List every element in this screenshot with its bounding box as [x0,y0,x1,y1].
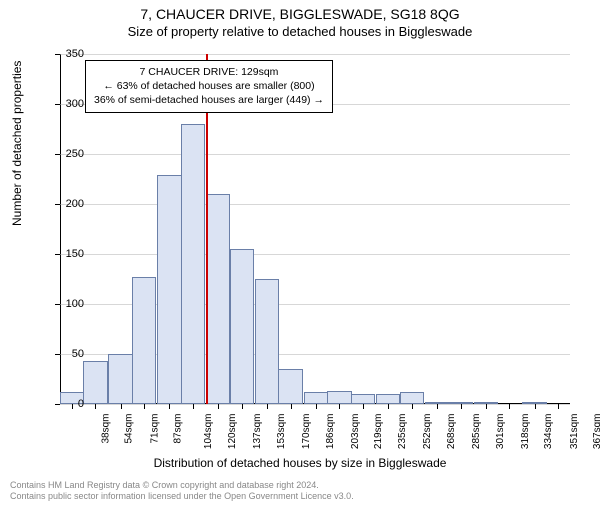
x-tick-mark [316,404,317,409]
x-tick-mark [121,404,122,409]
histogram-bar [83,361,107,404]
histogram-bar [230,249,254,404]
x-tick-mark [339,404,340,409]
histogram-bar [351,394,375,404]
x-tick-mark [558,404,559,409]
y-tick-label: 150 [44,248,84,260]
x-tick-mark [486,404,487,409]
grid-line [60,254,570,255]
y-tick-label: 200 [44,198,84,210]
grid-line [60,204,570,205]
x-tick-label: 137sqm [252,414,263,450]
x-tick-mark [437,404,438,409]
y-axis-label: Number of detached properties [10,61,24,226]
x-tick-label: 104sqm [203,414,214,450]
y-tick-label: 300 [44,98,84,110]
annotation-line: 7 CHAUCER DRIVE: 129sqm [94,65,324,79]
plot-area: 7 CHAUCER DRIVE: 129sqm← 63% of detached… [60,54,570,404]
x-tick-label: 235sqm [397,414,408,450]
histogram-bar [255,279,279,404]
x-tick-label: 318sqm [520,414,531,450]
x-tick-mark [412,404,413,409]
x-tick-mark [363,404,364,409]
y-tick-label: 350 [44,48,84,60]
x-tick-region: 38sqm 54sqm 71sqm 87sqm 104sqm 120sqm 137sqm 15… [60,404,570,454]
x-tick-label: 38sqm [100,414,111,444]
footer-line-1: Contains HM Land Registry data © Crown c… [10,480,354,491]
x-tick-mark [144,404,145,409]
histogram-bar [108,354,132,404]
x-tick-mark [291,404,292,409]
x-tick-label: 87sqm [173,414,184,444]
histogram-bar [206,194,230,404]
x-tick-mark [267,404,268,409]
x-tick-label: 252sqm [422,414,433,450]
histogram-bar [181,124,205,404]
x-tick-label: 120sqm [227,414,238,450]
chart-subtitle: Size of property relative to detached ho… [0,24,600,39]
x-tick-label: 285sqm [471,414,482,450]
x-tick-label: 334sqm [543,414,554,450]
y-tick-label: 50 [44,348,84,360]
x-tick-label: 170sqm [301,414,312,450]
x-tick-mark [509,404,510,409]
histogram-bar [278,369,302,404]
y-tick-label: 250 [44,148,84,160]
x-tick-label: 153sqm [276,414,287,450]
histogram-bar [376,394,400,404]
footer-line-2: Contains public sector information licen… [10,491,354,502]
x-tick-label: 367sqm [592,414,600,450]
chart-container: 7, CHAUCER DRIVE, BIGGLESWADE, SG18 8QG … [0,6,600,506]
x-tick-label: 54sqm [124,414,135,444]
histogram-bar [132,277,156,404]
x-axis-label: Distribution of detached houses by size … [0,456,600,470]
histogram-bar [400,392,424,404]
chart-address-title: 7, CHAUCER DRIVE, BIGGLESWADE, SG18 8QG [0,6,600,22]
x-tick-label: 71sqm [149,414,160,444]
x-tick-label: 351sqm [569,414,580,450]
x-tick-label: 219sqm [373,414,384,450]
x-tick-mark [169,404,170,409]
x-tick-mark [218,404,219,409]
histogram-bar [327,391,351,404]
y-tick-label: 100 [44,298,84,310]
x-tick-mark [535,404,536,409]
footer-attribution: Contains HM Land Registry data © Crown c… [10,480,354,503]
annotation-line: 36% of semi-detached houses are larger (… [94,93,324,107]
x-tick-mark [461,404,462,409]
x-tick-mark [388,404,389,409]
y-tick-label: 0 [44,398,84,410]
x-tick-label: 186sqm [325,414,336,450]
annotation-line: ← 63% of detached houses are smaller (80… [94,79,324,93]
grid-line [60,54,570,55]
x-tick-label: 268sqm [446,414,457,450]
annotation-box: 7 CHAUCER DRIVE: 129sqm← 63% of detached… [85,60,333,113]
x-tick-mark [193,404,194,409]
x-tick-mark [242,404,243,409]
histogram-bar [157,175,181,404]
x-tick-mark [95,404,96,409]
histogram-bar [304,392,328,404]
grid-line [60,154,570,155]
x-tick-label: 301sqm [495,414,506,450]
x-tick-label: 203sqm [350,414,361,450]
